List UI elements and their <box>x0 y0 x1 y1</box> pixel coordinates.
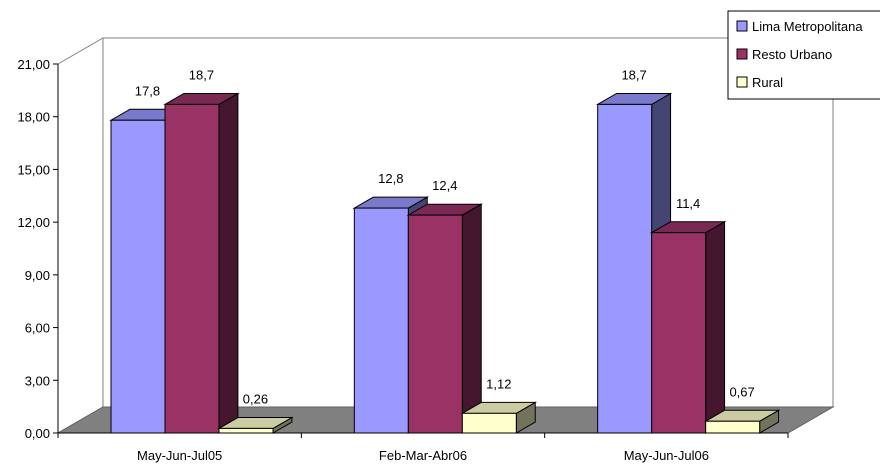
bar-side <box>461 203 482 434</box>
legend-entry-label: Rural <box>752 75 783 90</box>
data-label: 0,67 <box>729 384 754 399</box>
bar-side <box>218 92 239 434</box>
bar <box>649 220 727 434</box>
bar <box>217 416 294 434</box>
legend: Lima Metropolitana Resto Urbano Rural <box>727 10 880 100</box>
bar-front <box>651 232 707 434</box>
x-axis: May-Jun-Jul05 Feb-Mar-Abr06 May-Jun-Jul06 <box>57 432 789 463</box>
legend-swatch <box>736 20 748 32</box>
bar <box>163 92 240 434</box>
data-label: 12,4 <box>432 178 457 193</box>
legend-swatch <box>736 76 748 88</box>
bar-front <box>353 207 409 434</box>
y-axis: 0,00 3,00 6,00 9,00 12,00 15,00 18,00 21,00 <box>17 57 59 441</box>
x-category-label: May-Jun-Jul06 <box>624 448 709 463</box>
bar-side <box>705 220 726 434</box>
y-tick-label: 3,00 <box>25 373 50 388</box>
left-wall <box>57 37 104 434</box>
bar-front <box>597 103 653 434</box>
y-tick-label: 6,00 <box>25 321 50 336</box>
data-labels: 17,8 18,7 0,26 12,8 12,4 1,12 18,7 11,4 0,67 <box>135 67 755 406</box>
data-label: 18,7 <box>621 67 646 82</box>
bars-group <box>109 92 781 434</box>
data-label: 12,8 <box>378 171 403 186</box>
bar <box>703 409 781 434</box>
bar-front <box>705 420 761 434</box>
bar-front <box>407 214 463 434</box>
y-tick-label: 0,00 <box>25 426 50 441</box>
data-label: 17,8 <box>135 83 160 98</box>
x-category-label: May-Jun-Jul05 <box>137 448 222 463</box>
data-label: 18,7 <box>189 67 214 82</box>
data-label: 1,12 <box>486 376 511 391</box>
y-tick-label: 18,00 <box>17 110 50 125</box>
bar <box>406 203 484 434</box>
bar-front <box>218 427 274 434</box>
bar-front <box>164 103 220 434</box>
legend-entry-label: Lima Metropolitana <box>752 19 863 34</box>
data-label: 11,4 <box>676 196 700 211</box>
x-category-label: Feb-Mar-Abr06 <box>379 448 467 463</box>
bar <box>460 401 538 434</box>
y-tick-label: 21,00 <box>17 57 50 72</box>
legend-entry-label: Resto Urbano <box>752 47 832 62</box>
bar-front <box>461 412 517 434</box>
legend-swatch <box>736 48 748 60</box>
y-tick-label: 12,00 <box>17 215 50 230</box>
y-tick-label: 15,00 <box>17 162 50 177</box>
y-tick-label: 9,00 <box>25 268 50 283</box>
data-label: 0,26 <box>243 392 268 407</box>
legend-box <box>727 10 880 100</box>
bar-front <box>110 119 166 434</box>
